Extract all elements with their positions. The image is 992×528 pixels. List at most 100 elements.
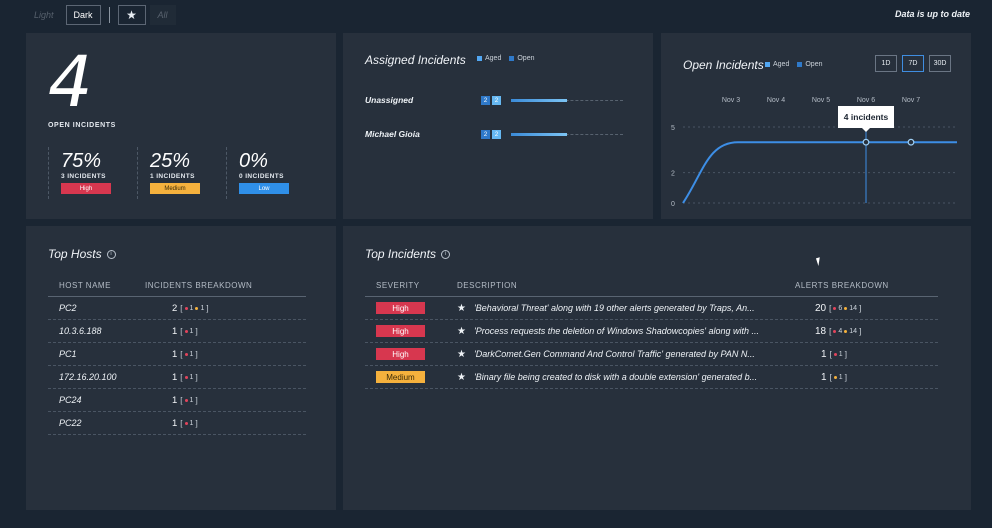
legend-open: Open (797, 61, 822, 68)
legend-aged-label: Aged (485, 55, 502, 62)
legend-open: Open (509, 55, 534, 62)
star-icon[interactable]: ★ (457, 348, 466, 360)
x-tick-label: Nov 6 (857, 97, 875, 104)
severity-count: 0 INCIDENTS (239, 173, 284, 180)
all-dashboards-button[interactable]: All (149, 5, 176, 25)
medium-count: 1 (838, 373, 843, 381)
bracket-open: [ (180, 418, 183, 428)
assignee-fill-bar (511, 133, 567, 136)
open-count-tag: 2 (492, 130, 501, 139)
info-icon[interactable]: i (440, 249, 450, 259)
incident-description[interactable]: 'Binary file being created to disk with … (474, 372, 758, 382)
bracket-open: [ (180, 372, 183, 382)
chart-title: Open Incidents (683, 58, 764, 72)
incident-description[interactable]: 'Behavioral Threat' along with 19 other … (474, 303, 755, 313)
severity-stat-low: 0% 0 INCIDENTS Low (226, 147, 315, 199)
table-row[interactable]: 10.3.6.188 1[1] (48, 320, 306, 343)
table-row[interactable]: Medium ★ 'Binary file being created to dis… (365, 366, 938, 389)
x-tick-label: Nov 3 (722, 97, 740, 104)
alerts-breakdown-header[interactable]: ALERTS BREAKDOWN (795, 280, 889, 290)
top-hosts-panel: Top Hosts i HOST NAME INCIDENTS BREAKDOW… (26, 226, 336, 510)
severity-badge: High (376, 302, 425, 314)
incident-description[interactable]: 'Process requests the deletion of Window… (474, 326, 760, 336)
x-tick-label: Nov 7 (902, 97, 920, 104)
host-name[interactable]: 10.3.6.188 (59, 326, 102, 336)
range-7d-button[interactable]: 7D (902, 55, 924, 72)
severity-badge: High (376, 325, 425, 337)
top-hosts-title: Top Hosts i (48, 247, 116, 261)
incident-description[interactable]: 'DarkComet.Gen Command And Control Traff… (474, 349, 755, 359)
medium-count: 14 (849, 327, 858, 335)
range-1d-button[interactable]: 1D (875, 55, 897, 72)
high-dot-icon (184, 375, 188, 379)
medium-dot-icon (833, 375, 837, 379)
breakdown: [1] (180, 419, 197, 428)
star-icon[interactable]: ★ (457, 371, 466, 383)
open-incidents-chart-panel: Open Incidents Aged Open 1D 7D 30D 5 2 0 No… (661, 33, 971, 219)
host-name[interactable]: PC1 (59, 349, 77, 359)
tooltip-text: 4 incidents (844, 112, 889, 122)
incident-count: 1 (172, 394, 178, 406)
time-range-selector: 1D 7D 30D (875, 55, 951, 72)
x-tick-label: Nov 4 (767, 97, 785, 104)
star-icon[interactable]: ★ (457, 325, 466, 337)
alerts-breakdown: 1[1] (821, 372, 847, 383)
top-hosts-title-text: Top Hosts (48, 247, 102, 261)
dark-theme-button[interactable]: Dark (65, 5, 101, 25)
bracket-close: ] (195, 418, 198, 428)
top-incidents-title-text: Top Incidents (365, 247, 436, 261)
bracket-open: [ (180, 349, 183, 359)
severity-bar-low[interactable]: Low (239, 183, 289, 194)
severity-badge: Medium (376, 371, 425, 383)
assignee-name[interactable]: Unassigned (365, 95, 414, 105)
incident-count: 1 (172, 417, 178, 429)
light-theme-button[interactable]: Light (34, 10, 54, 20)
info-icon[interactable]: i (106, 249, 116, 259)
favorites-star-button[interactable]: ★ (117, 5, 146, 25)
bracket-close: ] (844, 349, 847, 359)
range-30d-button[interactable]: 30D (929, 55, 951, 72)
legend-open-label: Open (805, 61, 823, 68)
host-name[interactable]: PC22 (59, 418, 82, 428)
open-swatch-icon (797, 62, 803, 67)
table-row[interactable]: 172.16.20.100 1[1] (48, 366, 306, 389)
medium-dot-icon (844, 306, 848, 310)
open-incidents-count: 4 (48, 41, 93, 123)
high-dot-icon (833, 352, 837, 356)
y-tick-label: 5 (671, 125, 675, 132)
host-name[interactable]: PC24 (59, 395, 82, 405)
bracket-close: ] (844, 372, 847, 382)
bracket-close: ] (206, 303, 209, 313)
severity-percent: 75% (61, 150, 102, 172)
assignee-name[interactable]: Michael Gioia (365, 129, 420, 139)
medium-dot-icon (844, 329, 848, 333)
table-row[interactable]: PC1 1[1] (48, 343, 306, 366)
host-name-header[interactable]: HOST NAME (59, 280, 111, 290)
host-name[interactable]: 172.16.20.100 (59, 372, 117, 382)
aged-count-tag: 2 (481, 130, 490, 139)
table-row[interactable]: High ★ 'Process requests the deletion of W… (365, 320, 938, 343)
high-count: 1 (189, 350, 194, 358)
severity-header[interactable]: SEVERITY (376, 280, 420, 290)
severity-percent: 25% (150, 150, 191, 172)
high-dot-icon (184, 306, 188, 310)
high-count: 1 (189, 396, 194, 404)
table-row[interactable]: PC2 2[1 1] (48, 297, 306, 320)
y-tick-label: 2 (671, 171, 675, 178)
incidents-breakdown-header[interactable]: INCIDENTS BREAKDOWN (145, 280, 253, 290)
high-count: 4 (838, 327, 843, 335)
bracket-close: ] (195, 349, 198, 359)
severity-bar-high[interactable]: High (61, 183, 111, 194)
table-row[interactable]: PC24 1[1] (48, 389, 306, 412)
table-row[interactable]: High ★ 'Behavioral Threat' along with 19 o… (365, 297, 938, 320)
assignee-track (511, 100, 623, 103)
high-count: 1 (189, 419, 194, 427)
table-row[interactable]: High ★ 'DarkComet.Gen Command And Control … (365, 343, 938, 366)
table-row[interactable]: PC22 1[1] (48, 412, 306, 435)
host-name[interactable]: PC2 (59, 303, 77, 313)
high-count: 1 (189, 373, 194, 381)
description-header[interactable]: DESCRIPTION (457, 280, 518, 290)
star-icon[interactable]: ★ (457, 302, 466, 314)
severity-bar-medium[interactable]: Medium (150, 183, 200, 194)
incident-count: 1 (172, 371, 178, 383)
